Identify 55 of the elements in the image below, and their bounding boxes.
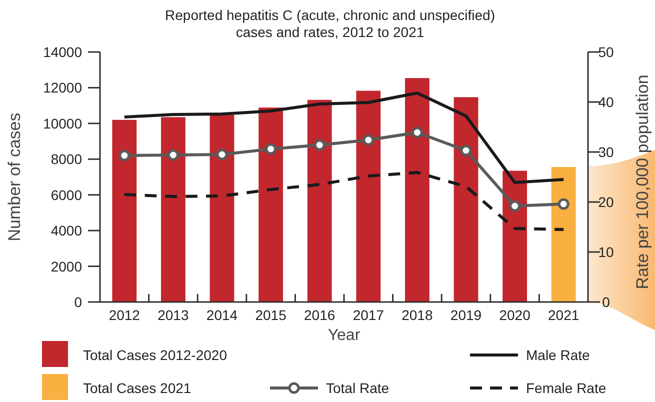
y2-tick-label: 20 (598, 194, 614, 210)
bar (210, 114, 234, 302)
x-tick-label: 2014 (206, 307, 238, 323)
bar (258, 108, 283, 302)
point (509, 200, 521, 212)
y-tick-label: 12000 (43, 80, 82, 96)
y-axis-title: Number of cases (5, 112, 24, 242)
x-tick-label: 2018 (402, 307, 433, 323)
x-tick-label: 2017 (352, 307, 384, 323)
line-series (122, 171, 566, 231)
x-tick-label: 2013 (158, 307, 189, 323)
bar (307, 100, 332, 302)
bar (356, 90, 381, 302)
y2-tick-label: 40 (598, 94, 614, 110)
legend-label: Male Rate (526, 347, 590, 363)
bar (454, 97, 478, 302)
bar (405, 78, 430, 302)
x-tick-label: 2016 (304, 307, 336, 323)
point (118, 150, 130, 162)
x-tick-label: 2012 (108, 307, 140, 323)
chart-title: Reported hepatitis C (acute, chronic and unspecified) cases and rates, 2012 to 2021 (165, 7, 495, 40)
y-tick-label: 0 (74, 294, 82, 310)
point (216, 148, 228, 160)
bar (502, 170, 527, 302)
y2-tick-label: 0 (602, 294, 610, 310)
legend-label: Total Rate (326, 380, 390, 396)
legend-label: Total Cases 2021 (83, 380, 192, 396)
point (362, 134, 374, 146)
point (167, 149, 179, 161)
x-axis-title: Year (328, 327, 361, 344)
x-tick-label: 2020 (499, 307, 531, 323)
y-tick-label: 2000 (50, 258, 82, 274)
x-tick-label: 2015 (255, 307, 287, 323)
y-tick-label: 8000 (50, 151, 82, 168)
y2-tick-label: 10 (598, 244, 614, 260)
legend-label: Total Cases 2012-2020 (83, 347, 228, 363)
y2-tick-label: 30 (598, 144, 614, 160)
y-tick-label: 4000 (50, 222, 82, 239)
x-tick-label: 2021 (548, 307, 580, 323)
point (265, 143, 277, 155)
point (314, 139, 326, 151)
point (411, 126, 423, 138)
bar (161, 117, 186, 302)
bar (112, 120, 137, 302)
y-tick-label: 10000 (43, 115, 82, 132)
point (460, 144, 472, 156)
y-tick-label: 14000 (43, 44, 82, 60)
x-tick-label: 2019 (450, 307, 482, 323)
y2-tick-label: 50 (598, 44, 614, 60)
point (558, 198, 570, 210)
legend-label: Female Rate (526, 380, 606, 396)
bar (551, 167, 576, 302)
y-tick-label: 6000 (50, 186, 82, 203)
y2-axis-title: Rate per 100,000 population (633, 74, 652, 290)
line-series (122, 92, 566, 184)
